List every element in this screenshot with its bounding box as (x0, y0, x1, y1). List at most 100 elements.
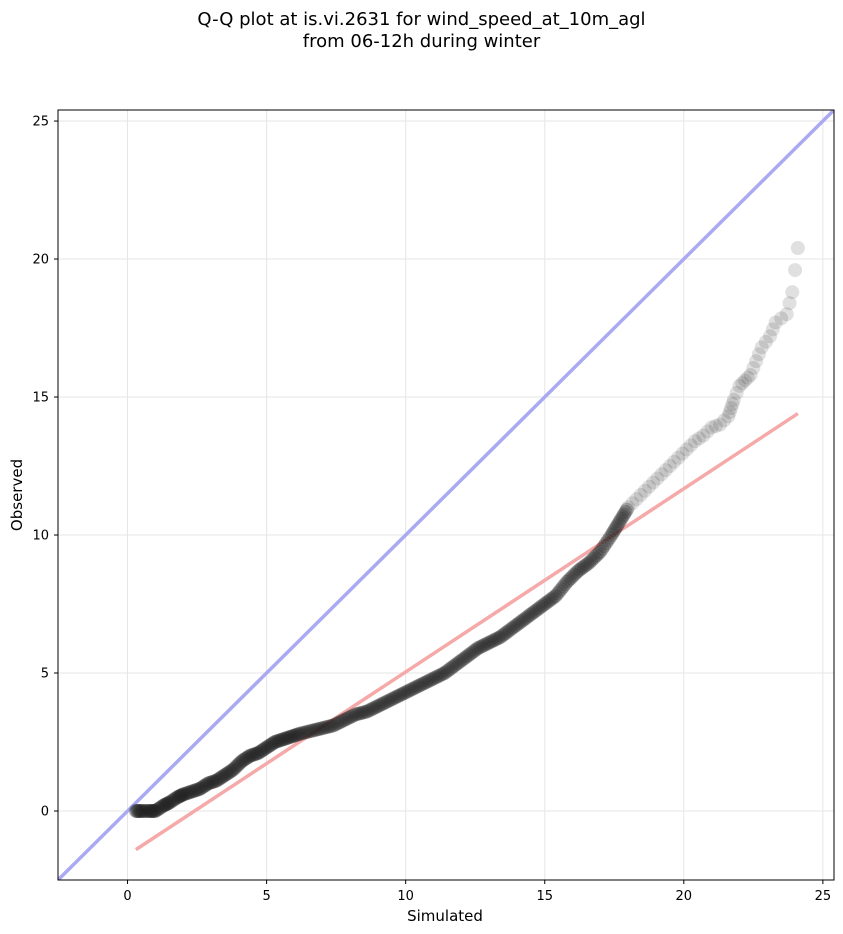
qq-point (330, 716, 345, 731)
qq-point (224, 763, 239, 778)
qq-point (448, 657, 463, 672)
chart-title: Q-Q plot at is.vi.2631 for wind_speed_at… (197, 9, 646, 30)
qq-point (219, 767, 234, 782)
qq-point (513, 614, 528, 629)
qq-point (604, 528, 619, 543)
qq-point (424, 672, 439, 687)
qq-point (571, 563, 586, 578)
qq-point (463, 646, 478, 661)
qq-point (782, 296, 797, 311)
qq-point (558, 577, 573, 592)
qq-point (407, 680, 422, 695)
qq-point (201, 776, 216, 791)
qq-point (304, 723, 319, 738)
qq-point (508, 619, 523, 634)
qq-point (151, 802, 166, 817)
qq-point (790, 240, 805, 255)
qq-point (637, 483, 652, 498)
qq-point (504, 621, 519, 636)
qq-point (131, 804, 146, 819)
qq-point (394, 687, 409, 702)
qq-point (337, 712, 352, 727)
qq-point (704, 420, 719, 435)
qq-point (506, 620, 521, 635)
qq-point (216, 769, 231, 784)
qq-point (535, 598, 550, 613)
qq-point (393, 688, 408, 703)
qq-point (288, 728, 303, 743)
qq-point (607, 523, 622, 538)
qq-point (162, 795, 177, 810)
qq-point (258, 741, 273, 756)
qq-point (476, 638, 491, 653)
qq-point (210, 772, 225, 787)
qq-point (284, 729, 299, 744)
qq-point (383, 692, 398, 707)
qq-point (202, 775, 217, 790)
qq-point (233, 755, 248, 770)
qq-point (157, 798, 172, 813)
qq-point (600, 533, 615, 548)
qq-point (311, 722, 326, 737)
qq-point (537, 597, 552, 612)
qq-point (174, 788, 189, 803)
qq-point (430, 669, 445, 684)
qq-point (184, 784, 199, 799)
qq-point (559, 574, 574, 589)
qq-point (226, 762, 241, 777)
qq-point (547, 590, 562, 605)
qq-point (315, 721, 330, 736)
qq-point (515, 613, 530, 628)
qq-point (262, 738, 277, 753)
qq-point (737, 373, 752, 388)
qq-point (272, 733, 287, 748)
qq-point (387, 690, 402, 705)
qq-point (187, 783, 202, 798)
qq-point (712, 417, 727, 432)
qq-point (615, 509, 630, 524)
qq-point (265, 736, 280, 751)
x-tick-label: 10 (397, 889, 414, 904)
qq-point (192, 781, 207, 796)
qq-point (391, 689, 406, 704)
qq-point (146, 804, 161, 819)
qq-point (498, 625, 513, 640)
qq-point (788, 263, 803, 278)
qq-point (256, 742, 271, 757)
qq-point (396, 686, 411, 701)
qq-point (724, 401, 739, 416)
qq-point (465, 645, 480, 660)
qq-point (280, 730, 295, 745)
qq-point (534, 599, 549, 614)
qq-point (181, 785, 196, 800)
qq-point (500, 624, 515, 639)
qq-point (587, 550, 602, 565)
qq-point (483, 634, 498, 649)
qq-point (582, 555, 597, 570)
qq-point (346, 708, 361, 723)
qq-point (170, 790, 185, 805)
chart-subtitle: from 06-12h during winter (302, 31, 541, 52)
qq-point (169, 791, 184, 806)
qq-point (721, 409, 736, 424)
qq-point (144, 804, 159, 819)
qq-point (237, 752, 252, 767)
qq-point (333, 714, 348, 729)
qq-point (172, 789, 187, 804)
qq-point (621, 500, 636, 515)
qq-point (227, 761, 242, 776)
qq-point (270, 734, 285, 749)
qq-point (344, 709, 359, 724)
qq-point (244, 748, 259, 763)
qq-point (482, 635, 497, 650)
qq-point (352, 706, 367, 721)
qq-point (252, 745, 267, 760)
qq-point (367, 700, 382, 715)
qq-point (341, 711, 356, 726)
qq-point (417, 676, 432, 691)
qq-point (158, 797, 173, 812)
qq-point (522, 608, 537, 623)
qq-point (435, 666, 450, 681)
qq-point (751, 347, 766, 362)
qq-point (441, 663, 456, 678)
